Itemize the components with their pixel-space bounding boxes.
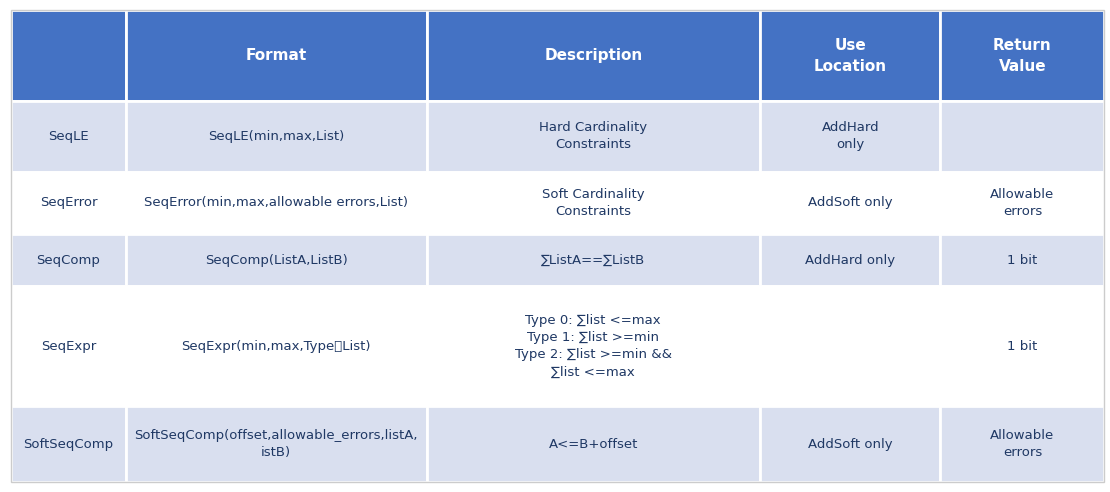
FancyBboxPatch shape	[760, 172, 940, 234]
FancyBboxPatch shape	[125, 10, 426, 101]
FancyBboxPatch shape	[426, 10, 760, 101]
FancyBboxPatch shape	[426, 234, 760, 286]
Text: SeqComp(ListA,ListB): SeqComp(ListA,ListB)	[205, 254, 347, 267]
Text: 1 bit: 1 bit	[1007, 254, 1038, 267]
FancyBboxPatch shape	[125, 172, 426, 234]
Text: 1 bit: 1 bit	[1007, 340, 1038, 353]
FancyBboxPatch shape	[760, 234, 940, 286]
FancyBboxPatch shape	[125, 234, 426, 286]
FancyBboxPatch shape	[426, 101, 760, 172]
FancyBboxPatch shape	[760, 101, 940, 172]
FancyBboxPatch shape	[11, 101, 125, 172]
FancyBboxPatch shape	[125, 101, 426, 172]
FancyBboxPatch shape	[426, 286, 760, 406]
Text: AddHard only: AddHard only	[805, 254, 896, 267]
Text: Return
Value: Return Value	[993, 37, 1052, 73]
Text: Use
Location: Use Location	[814, 37, 887, 73]
Text: SeqExpr(min,max,Type、List): SeqExpr(min,max,Type、List)	[182, 340, 371, 353]
FancyBboxPatch shape	[940, 172, 1104, 234]
FancyBboxPatch shape	[760, 406, 940, 482]
FancyBboxPatch shape	[940, 286, 1104, 406]
FancyBboxPatch shape	[11, 286, 125, 406]
FancyBboxPatch shape	[11, 10, 125, 101]
Text: A<=B+offset: A<=B+offset	[548, 438, 638, 451]
Text: Soft Cardinality
Constraints: Soft Cardinality Constraints	[542, 188, 645, 218]
Text: SeqComp: SeqComp	[37, 254, 100, 267]
Text: SeqExpr: SeqExpr	[41, 340, 97, 353]
Text: AddSoft only: AddSoft only	[808, 196, 892, 210]
Text: AddHard
only: AddHard only	[821, 122, 879, 152]
FancyBboxPatch shape	[940, 406, 1104, 482]
Text: Allowable
errors: Allowable errors	[990, 188, 1054, 218]
FancyBboxPatch shape	[760, 286, 940, 406]
FancyBboxPatch shape	[125, 406, 426, 482]
Text: ∑ListA==∑ListB: ∑ListA==∑ListB	[542, 254, 645, 267]
Text: Hard Cardinality
Constraints: Hard Cardinality Constraints	[539, 122, 647, 152]
Text: SeqLE(min,max,List): SeqLE(min,max,List)	[208, 130, 344, 143]
FancyBboxPatch shape	[426, 406, 760, 482]
FancyBboxPatch shape	[426, 172, 760, 234]
Text: SeqError: SeqError	[40, 196, 98, 210]
Text: Type 0: ∑list <=max
Type 1: ∑list >=min
Type 2: ∑list >=min &&
∑list <=max: Type 0: ∑list <=max Type 1: ∑list >=min …	[515, 314, 672, 378]
Text: Format: Format	[245, 48, 306, 63]
FancyBboxPatch shape	[11, 406, 125, 482]
FancyBboxPatch shape	[940, 101, 1104, 172]
FancyBboxPatch shape	[760, 10, 940, 101]
Text: SoftSeqComp(offset,allowable_errors,listA,
istB): SoftSeqComp(offset,allowable_errors,list…	[134, 430, 418, 460]
Text: SeqError(min,max,allowable errors,List): SeqError(min,max,allowable errors,List)	[144, 196, 408, 210]
Text: Allowable
errors: Allowable errors	[990, 430, 1054, 460]
FancyBboxPatch shape	[11, 234, 125, 286]
FancyBboxPatch shape	[940, 10, 1104, 101]
Text: SoftSeqComp: SoftSeqComp	[23, 438, 113, 451]
Text: Description: Description	[544, 48, 643, 63]
FancyBboxPatch shape	[940, 234, 1104, 286]
FancyBboxPatch shape	[11, 172, 125, 234]
Text: SeqLE: SeqLE	[48, 130, 89, 143]
Text: AddSoft only: AddSoft only	[808, 438, 892, 451]
FancyBboxPatch shape	[125, 286, 426, 406]
